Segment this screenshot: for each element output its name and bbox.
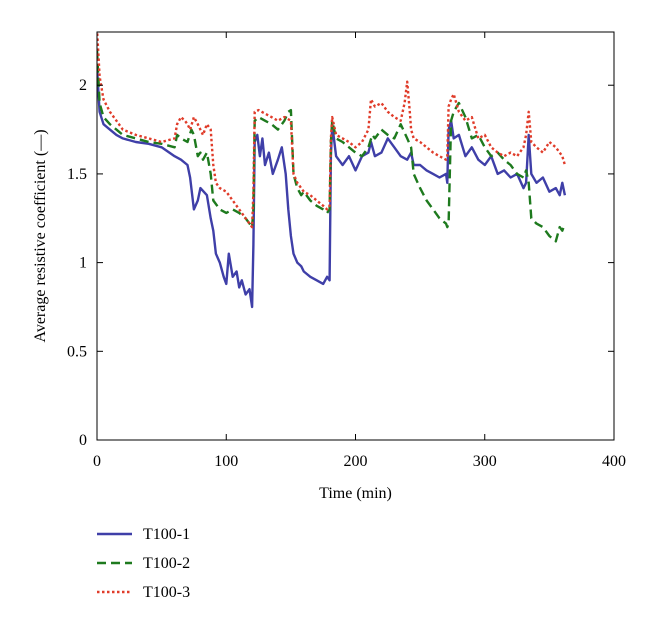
legend-label-2: T100-2 (143, 555, 190, 572)
y-tick-label: 0.5 (67, 343, 87, 360)
y-tick-label: 1 (79, 255, 87, 272)
y-tick-label: 2 (79, 77, 87, 94)
y-tick-label: 0 (79, 432, 87, 449)
plot-area (97, 32, 567, 309)
series-line-3 (97, 32, 567, 229)
x-tick-label: 100 (214, 453, 238, 470)
x-axis-label: Time (min) (319, 485, 392, 502)
legend-label-3: T100-3 (143, 584, 190, 601)
y-tick-label: 1.5 (67, 166, 87, 183)
legend-label-1: T100-1 (143, 526, 190, 543)
legend: T100-1 T100-2 T100-3 (97, 526, 190, 601)
x-tick-label: 0 (93, 453, 101, 470)
y-axis-label: Average resistive coefficient (—) (32, 129, 49, 342)
plot-frame (96, 31, 615, 441)
series-line-1 (97, 67, 567, 309)
x-tick-label: 400 (602, 453, 626, 470)
axes: 0 100 200 300 400 0 0.5 1 1.5 2 (67, 31, 626, 470)
x-tick-label: 200 (344, 453, 368, 470)
x-tick-label: 300 (473, 453, 497, 470)
